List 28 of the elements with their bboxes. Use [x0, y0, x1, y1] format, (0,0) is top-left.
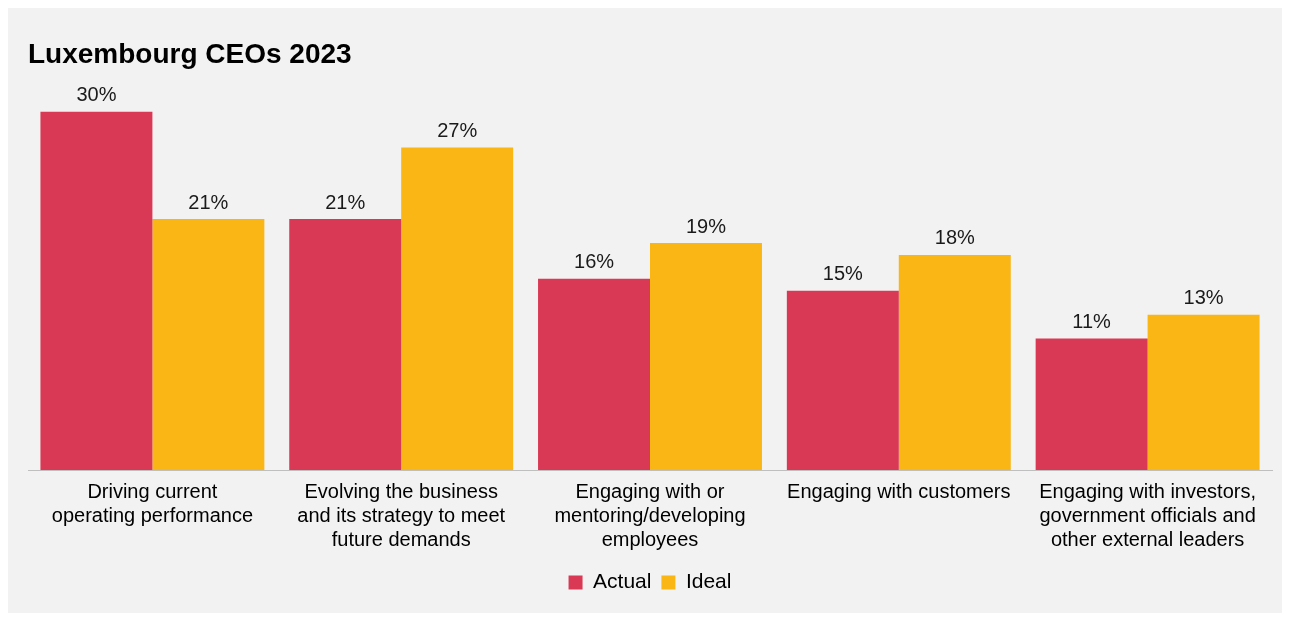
data-label: 11% [1072, 310, 1112, 333]
x-tick-label: Engaging with or mentoring/developing employees [554, 479, 746, 550]
data-label: 19% [685, 214, 727, 237]
x-tick-label: Driving current operating performance [51, 479, 254, 526]
data-label: 30% [76, 83, 117, 106]
data-label: 18% [934, 226, 976, 249]
bar [898, 254, 1011, 470]
chart-title: Luxembourg CEOs 2023 [28, 37, 352, 69]
data-label: 13% [1183, 286, 1224, 309]
bar [1147, 314, 1260, 470]
bar [401, 147, 514, 470]
x-tick-label: Engaging with customers [787, 479, 1011, 502]
bar [650, 243, 762, 470]
data-label: 21% [325, 190, 366, 213]
data-label: 27% [437, 118, 478, 141]
bar [152, 219, 265, 470]
data-label: 16% [574, 250, 615, 273]
x-tick-label: Evolving the business and its strategy to meet future demands [297, 479, 506, 550]
bar [786, 290, 899, 470]
x-tick-label: Engaging with investors, government officials and other external leaders [1039, 479, 1256, 550]
bar [40, 111, 153, 470]
data-label: 15% [822, 262, 864, 285]
data-label: 21% [188, 190, 229, 213]
bar [1035, 338, 1148, 470]
bar [289, 219, 402, 470]
legend-label: Actual [593, 569, 652, 593]
bar [538, 278, 650, 470]
legend-label: Ideal [685, 569, 732, 593]
